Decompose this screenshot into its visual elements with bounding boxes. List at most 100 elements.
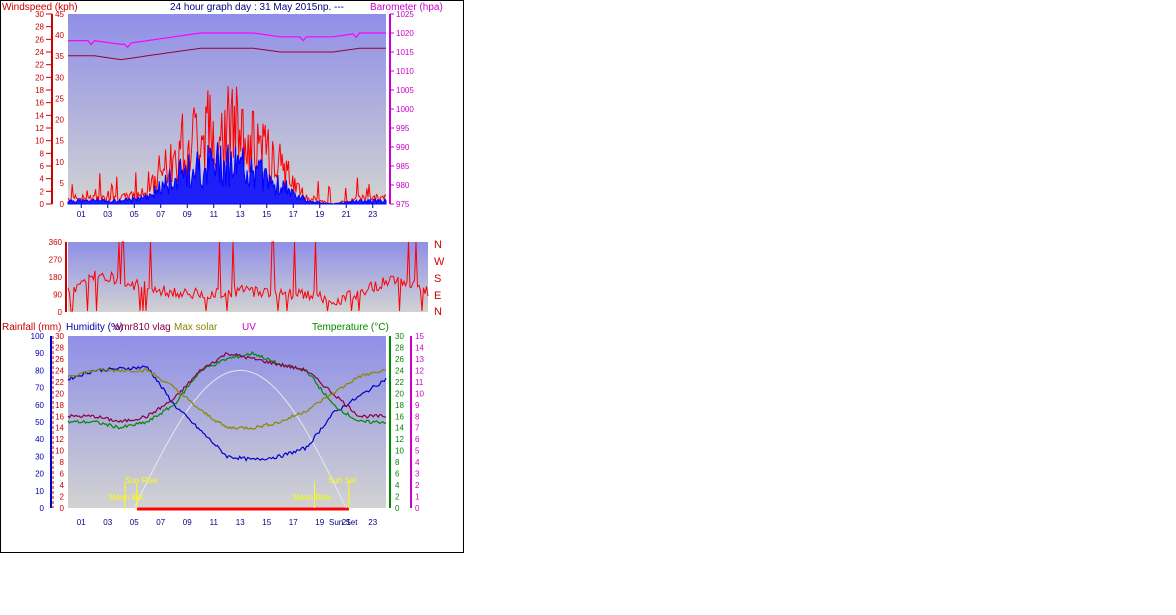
wind-tick-label: 24 — [35, 48, 44, 57]
rainfall-tick-label: 14 — [55, 424, 64, 433]
temperature-tick-label: 12 — [395, 435, 404, 444]
wind-inner-tick-label: 40 — [55, 31, 64, 40]
wind-tick-label: 16 — [35, 99, 44, 108]
hour-tick-label: 01 — [77, 518, 86, 527]
wind-inner-tick-label: 45 — [55, 10, 64, 19]
humidity-tick-label: 10 — [35, 487, 44, 496]
hour-tick-label: 21 — [342, 518, 351, 527]
temperature-axis-label: Temperature (°C) — [312, 322, 389, 333]
wind-inner-tick-label: 5 — [60, 179, 65, 188]
temperature-tick-label: 8 — [395, 458, 400, 467]
humidity-tick-label: 30 — [35, 452, 44, 461]
temperature-tick-label: 24 — [395, 366, 404, 375]
wind-direction-line — [67, 241, 429, 312]
temperature-tick-label: 14 — [395, 424, 404, 433]
wind-tick-label: 18 — [35, 86, 44, 95]
wind-inner-tick-label: 30 — [55, 73, 64, 82]
uv-tick-label: 11 — [415, 378, 424, 387]
hour-tick-label: 23 — [368, 518, 377, 527]
direction-plot-area — [68, 242, 428, 312]
temperature-tick-label: 28 — [395, 343, 404, 352]
rainfall-tick-label: 16 — [55, 412, 64, 421]
hour-tick-label: 01 — [77, 210, 86, 219]
sun-rise-label: Sun Rise — [125, 476, 158, 485]
hour-tick-label: 07 — [156, 518, 165, 527]
barometer-tick-label: 1000 — [396, 105, 414, 114]
wind-tick-label: 20 — [35, 73, 44, 82]
sun-set-label: Sun Set — [328, 476, 357, 485]
rainfall-tick-label: 6 — [60, 470, 65, 479]
barometer-tick-label: 1020 — [396, 29, 414, 38]
wind-tick-label: 26 — [35, 35, 44, 44]
uv-tick-label: 9 — [415, 401, 420, 410]
rainfall-tick-label: 0 — [60, 504, 65, 513]
wind-average-area — [67, 142, 387, 205]
wind-tick-label: 30 — [35, 10, 44, 19]
windspeed-axis-label: Windspeed (kph) — [2, 2, 78, 13]
dir-letter-n-bottom: N — [434, 306, 442, 318]
dir-letter-n-top: N — [434, 239, 442, 251]
rainfall-tick-label: 20 — [55, 389, 64, 398]
hour-tick-label: 19 — [315, 518, 324, 527]
rainfall-tick-label: 2 — [60, 493, 65, 502]
humidity-tick-label: 80 — [35, 366, 44, 375]
humidity-tick-label: 40 — [35, 435, 44, 444]
wind-inner-tick-label: 15 — [55, 137, 64, 146]
temperature-tick-label: 16 — [395, 412, 404, 421]
barometer-axis-label: Barometer (hpa) — [370, 2, 443, 13]
uv-tick-label: 4 — [415, 458, 420, 467]
humidity-tick-label: 0 — [40, 504, 45, 513]
wind-inner-tick-label: 10 — [55, 158, 64, 167]
moon-set-label: Moon Set — [109, 493, 144, 502]
moon-rise-label: Moon Rise — [293, 493, 332, 502]
hour-tick-label: 11 — [210, 518, 219, 527]
wmr-legend-label: wmr810 vlag — [113, 322, 171, 333]
uv-tick-label: 15 — [415, 332, 424, 341]
rainfall-tick-label: 28 — [55, 343, 64, 352]
max-solar-legend-label: Max solar — [174, 322, 218, 333]
temperature-tick-label: 18 — [395, 401, 404, 410]
hour-tick-label: 05 — [130, 518, 139, 527]
hour-tick-label: 13 — [236, 210, 245, 219]
rainfall-tick-label: 4 — [60, 481, 65, 490]
barometer-tick-label: 1005 — [396, 86, 414, 95]
hour-tick-label: 07 — [156, 210, 165, 219]
uv-tick-label: 3 — [415, 470, 420, 479]
wind-tick-label: 28 — [35, 23, 44, 32]
humidity-tick-label: 90 — [35, 349, 44, 358]
wind-tick-label: 8 — [40, 149, 45, 158]
temperature-tick-label: 30 — [395, 332, 404, 341]
uv-tick-label: 14 — [415, 343, 424, 352]
hour-tick-label: 05 — [130, 210, 139, 219]
wind-inner-tick-label: 0 — [60, 200, 65, 209]
rainfall-tick-label: 22 — [55, 378, 64, 387]
barometer-tick-label: 1025 — [396, 10, 414, 19]
hour-tick-label: 23 — [368, 210, 377, 219]
rainfall-tick-label: 30 — [55, 332, 64, 341]
wind-tick-label: 2 — [40, 187, 45, 196]
rainfall-axis-label: Rainfall (mm) — [2, 322, 61, 333]
barometer-tick-label: 990 — [396, 143, 410, 152]
hour-tick-label: 17 — [289, 518, 298, 527]
humidity-tick-label: 70 — [35, 384, 44, 393]
barometer-tick-label: 1015 — [396, 48, 414, 57]
hour-tick-label: 11 — [210, 210, 219, 219]
graph-title: 24 hour graph day : 31 May 2015np. --- — [170, 2, 344, 13]
uv-tick-label: 5 — [415, 447, 420, 456]
rainfall-tick-label: 12 — [55, 435, 64, 444]
wind-tick-label: 0 — [40, 200, 45, 209]
direction-tick-label: 0 — [58, 308, 63, 317]
hour-tick-label: 03 — [103, 210, 112, 219]
wind-inner-tick-label: 20 — [55, 116, 64, 125]
uv-tick-label: 13 — [415, 355, 424, 364]
direction-tick-label: 270 — [49, 256, 63, 265]
dir-letter-s: S — [434, 273, 441, 285]
dir-letter-w: W — [434, 256, 445, 268]
uv-tick-label: 10 — [415, 389, 424, 398]
hour-tick-label: 15 — [262, 210, 271, 219]
wind-tick-label: 6 — [40, 162, 45, 171]
uv-tick-label: 6 — [415, 435, 420, 444]
uv-legend-label: UV — [242, 322, 256, 333]
temperature-tick-label: 26 — [395, 355, 404, 364]
direction-tick-label: 360 — [49, 238, 63, 247]
